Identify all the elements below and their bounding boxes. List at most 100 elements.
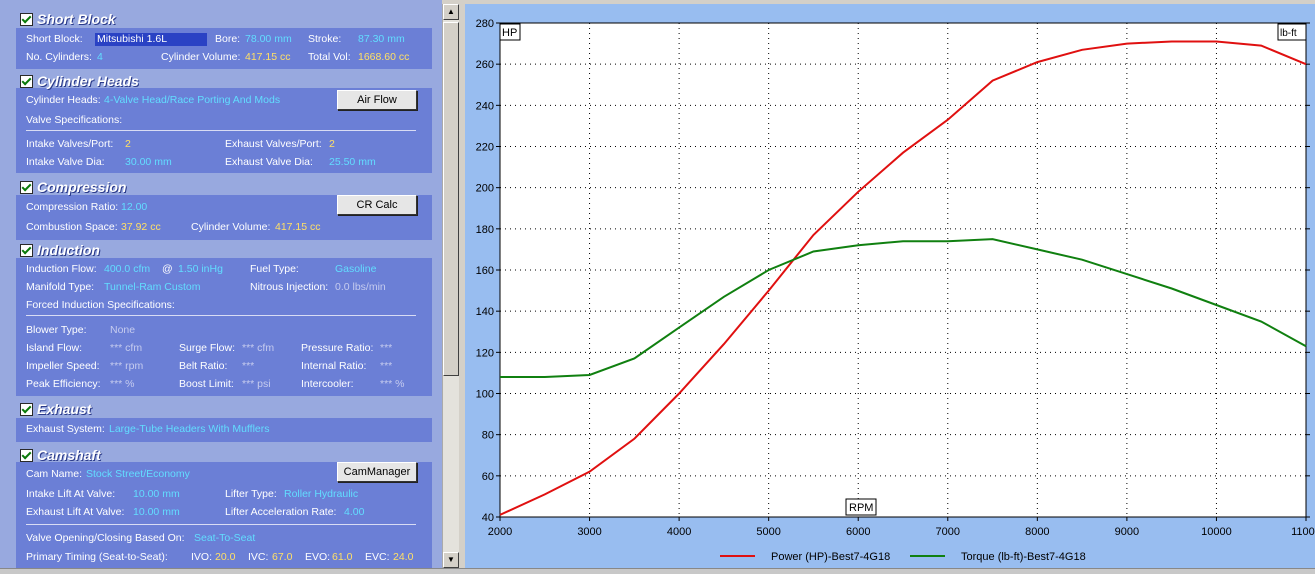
belt-ratio-label: Belt Ratio:	[179, 360, 227, 373]
combustion-space-label: Combustion Space:	[26, 221, 118, 234]
intake-lift-value[interactable]: 10.00 mm	[133, 488, 180, 501]
stroke-value[interactable]: 87.30 mm	[358, 33, 405, 46]
y-tick-label: 100	[476, 389, 494, 401]
x-tick-label: 4000	[667, 526, 691, 538]
scroll-up-arrow-icon[interactable]: ▲	[443, 4, 459, 20]
intake-dia-value[interactable]: 30.00 mm	[125, 156, 172, 169]
cam-manager-button[interactable]: CamManager	[337, 462, 417, 482]
status-strip	[0, 568, 1315, 574]
air-flow-button[interactable]: Air Flow	[337, 90, 417, 110]
pressure-ratio-label: Pressure Ratio:	[301, 342, 373, 355]
blower-type-value[interactable]: None	[110, 324, 135, 337]
cam-name-label: Cam Name:	[26, 468, 82, 481]
exhaust-title: Exhaust	[37, 401, 91, 417]
boost-limit-value: *** psi	[242, 378, 271, 391]
lifter-type-label: Lifter Type:	[225, 488, 277, 501]
cylinder-volume-label: Cylinder Volume:	[161, 51, 240, 64]
x-tick-label: 5000	[756, 526, 780, 538]
intake-dia-label: Intake Valve Dia:	[26, 156, 105, 169]
belt-ratio-value: ***	[242, 360, 254, 373]
evc-value[interactable]: 24.0	[393, 551, 413, 564]
x-tick-label: 9000	[1115, 526, 1139, 538]
lifter-accel-label: Lifter Acceleration Rate:	[225, 506, 336, 519]
camshaft-checkbox[interactable]	[20, 449, 33, 462]
pressure-ratio-value: ***	[380, 342, 392, 355]
bore-value[interactable]: 78.00 mm	[245, 33, 292, 46]
lbft-axis-label: lb-ft	[1280, 28, 1297, 39]
lifter-type-value[interactable]: Roller Hydraulic	[284, 488, 358, 501]
at-label: @	[162, 263, 173, 276]
cylinder-volume-value: 417.15 cc	[245, 51, 291, 64]
internal-ratio-value: ***	[380, 360, 392, 373]
valve-timing-label: Valve Opening/Closing Based On:	[26, 532, 185, 545]
x-tick-label: 7000	[936, 526, 960, 538]
x-tick-label: 2000	[488, 526, 512, 538]
short-block-checkbox[interactable]	[20, 13, 33, 26]
cylinder-heads-value[interactable]: 4-Valve Head/Race Porting And Mods	[104, 94, 280, 107]
combustion-space-value: 37.92 cc	[121, 221, 161, 234]
ivo-value[interactable]: 20.0	[215, 551, 235, 564]
surge-flow-label: Surge Flow:	[179, 342, 235, 355]
scroll-thumb[interactable]	[443, 22, 459, 376]
cr-calc-button[interactable]: CR Calc	[337, 195, 417, 215]
compression-checkbox[interactable]	[20, 181, 33, 194]
engine-spec-panel: Short Block Short Block: Mitsubishi 1.6L…	[0, 0, 442, 568]
induction-header: Induction	[20, 243, 100, 257]
camshaft-header: Camshaft	[20, 448, 101, 462]
exhaust-lift-label: Exhaust Lift At Valve:	[26, 506, 124, 519]
y-tick-label: 240	[476, 100, 494, 112]
ivo-label: IVO:	[191, 551, 212, 564]
compression-ratio-label: Compression Ratio:	[26, 201, 118, 214]
island-flow-label: Island Flow:	[26, 342, 82, 355]
fuel-type-value[interactable]: Gasoline	[335, 263, 376, 276]
cylinders-value[interactable]: 4	[97, 51, 103, 64]
exhaust-checkbox[interactable]	[20, 403, 33, 416]
exhaust-valves-value[interactable]: 2	[329, 138, 335, 151]
induction-flow-label: Induction Flow:	[26, 263, 97, 276]
exhaust-system-label: Exhaust System:	[26, 423, 105, 436]
chart-legend: Power (HP)-Best7-4G18 Torque (lb-ft)-Bes…	[720, 551, 1086, 563]
exhaust-lift-value[interactable]: 10.00 mm	[133, 506, 180, 519]
nitrous-value[interactable]: 0.0 lbs/min	[335, 281, 386, 294]
short-block-label: Short Block:	[26, 33, 83, 46]
ivc-value[interactable]: 67.0	[272, 551, 292, 564]
y-tick-label: 280	[476, 18, 494, 30]
x-tick-label: 10000	[1201, 526, 1232, 538]
compression-header: Compression	[20, 180, 126, 194]
short-block-field[interactable]: Mitsubishi 1.6L	[95, 33, 207, 46]
manifold-type-label: Manifold Type:	[26, 281, 94, 294]
y-tick-label: 200	[476, 183, 494, 195]
blower-type-label: Blower Type:	[26, 324, 87, 337]
surge-flow-value: *** cfm	[242, 342, 274, 355]
island-flow-value: *** cfm	[110, 342, 142, 355]
compression-ratio-value[interactable]: 12.00	[121, 201, 147, 214]
total-volume-value: 1668.60 cc	[358, 51, 409, 64]
evo-value[interactable]: 61.0	[332, 551, 352, 564]
ivc-label: IVC:	[248, 551, 268, 564]
compression-title: Compression	[37, 179, 126, 195]
intake-lift-label: Intake Lift At Valve:	[26, 488, 115, 501]
cam-name-value[interactable]: Stock Street/Economy	[86, 468, 190, 481]
valve-timing-value[interactable]: Seat-To-Seat	[194, 532, 255, 545]
cylinders-label: No. Cylinders:	[26, 51, 92, 64]
exhaust-dia-value[interactable]: 25.50 mm	[329, 156, 376, 169]
exhaust-system-value[interactable]: Large-Tube Headers With Mufflers	[109, 423, 269, 436]
intake-valves-value[interactable]: 2	[125, 138, 131, 151]
induction-flow-value[interactable]: 400.0 cfm	[104, 263, 150, 276]
manifold-type-value[interactable]: Tunnel-Ram Custom	[104, 281, 200, 294]
y-tick-label: 80	[482, 430, 494, 442]
cylinder-heads-checkbox[interactable]	[20, 75, 33, 88]
camshaft-title: Camshaft	[37, 447, 101, 463]
induction-pressure-value[interactable]: 1.50 inHg	[178, 263, 223, 276]
fuel-type-label: Fuel Type:	[250, 263, 299, 276]
induction-checkbox[interactable]	[20, 244, 33, 257]
boost-limit-label: Boost Limit:	[179, 378, 234, 391]
lifter-accel-value[interactable]: 4.00	[344, 506, 364, 519]
vertical-scrollbar[interactable]: ▲ ▼	[442, 4, 459, 568]
scroll-down-arrow-icon[interactable]: ▼	[443, 552, 459, 568]
x-tick-label: 6000	[846, 526, 870, 538]
valve-specs-label: Valve Specifications:	[26, 114, 122, 127]
cylinder-heads-label: Cylinder Heads:	[26, 94, 101, 107]
